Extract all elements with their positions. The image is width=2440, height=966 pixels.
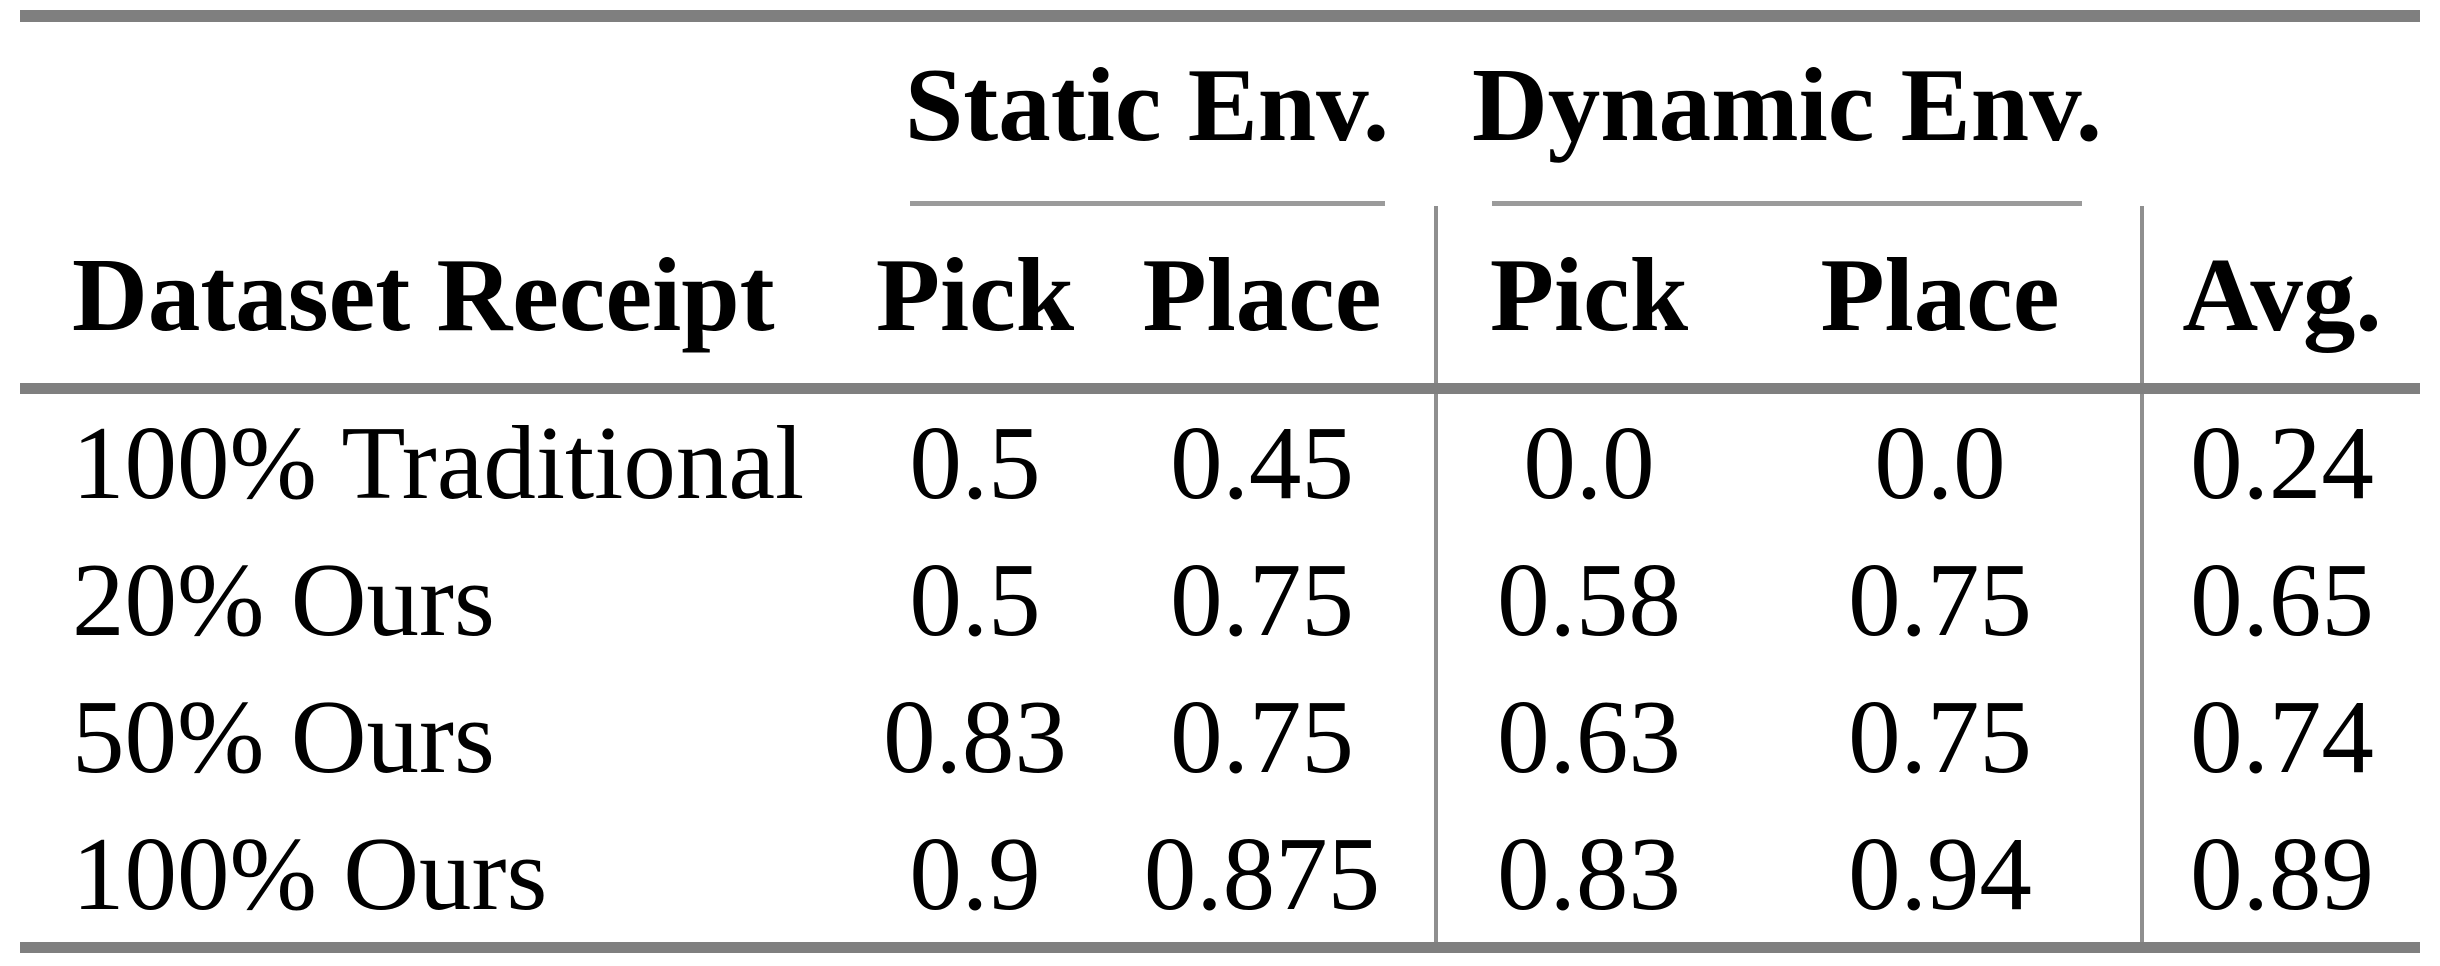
row-label: 100% Ours: [72, 815, 548, 932]
cell-dynamic-place: 0.0: [1874, 404, 2006, 521]
cell-dynamic-place: 0.94: [1848, 815, 2032, 932]
results-table: Static Env. Dynamic Env. Dataset Receipt…: [20, 10, 2420, 953]
cell-dynamic-pick: 0.63: [1434, 668, 1740, 805]
cell-static-pick: 0.5: [909, 541, 1041, 658]
column-header-dynamic-pick: Pick: [1434, 206, 1740, 383]
cell-static-place: 0.45: [1170, 404, 1354, 521]
cell-dynamic-place: 0.75: [1848, 678, 2032, 795]
top-rule: [20, 10, 2420, 22]
cell-avg: 0.65: [2140, 531, 2420, 668]
column-group-static-env-label: Static Env.: [904, 46, 1390, 163]
cell-static-pick: 0.83: [883, 678, 1067, 795]
cell-avg: 0.24: [2140, 394, 2420, 531]
cell-static-pick: 0.5: [909, 404, 1041, 521]
column-header-avg: Avg.: [2140, 206, 2420, 383]
column-header-dynamic-place: Place: [1820, 236, 2060, 353]
cell-avg: 0.89: [2140, 805, 2420, 942]
column-header-static-place: Place: [1142, 236, 1382, 353]
corner-blank: [2140, 22, 2420, 206]
cell-avg: 0.74: [2140, 668, 2420, 805]
column-header-dataset-receipt: Dataset Receipt: [72, 236, 775, 353]
header-rule: [20, 383, 2420, 394]
row-label: 100% Traditional: [72, 404, 805, 521]
row-label: 50% Ours: [72, 678, 495, 795]
cell-static-place: 0.75: [1170, 678, 1354, 795]
bottom-rule: [20, 942, 2420, 953]
cell-static-pick: 0.9: [909, 815, 1041, 932]
column-header-static-pick: Pick: [875, 236, 1075, 353]
cmidrule-static: [909, 201, 1385, 206]
cell-static-place: 0.875: [1143, 815, 1381, 932]
cell-dynamic-pick: 0.83: [1434, 805, 1740, 942]
cell-dynamic-place: 0.75: [1848, 541, 2032, 658]
row-label: 20% Ours: [72, 541, 495, 658]
cmidrule-dynamic: [1492, 201, 2082, 206]
cell-dynamic-pick: 0.0: [1434, 394, 1740, 531]
cell-dynamic-pick: 0.58: [1434, 531, 1740, 668]
column-group-static-env: Static Env.: [860, 22, 1434, 206]
column-group-dynamic-env-label: Dynamic Env.: [1471, 46, 2103, 163]
cell-static-place: 0.75: [1170, 541, 1354, 658]
column-group-dynamic-env: Dynamic Env.: [1434, 22, 2140, 206]
corner-blank: [20, 22, 860, 206]
